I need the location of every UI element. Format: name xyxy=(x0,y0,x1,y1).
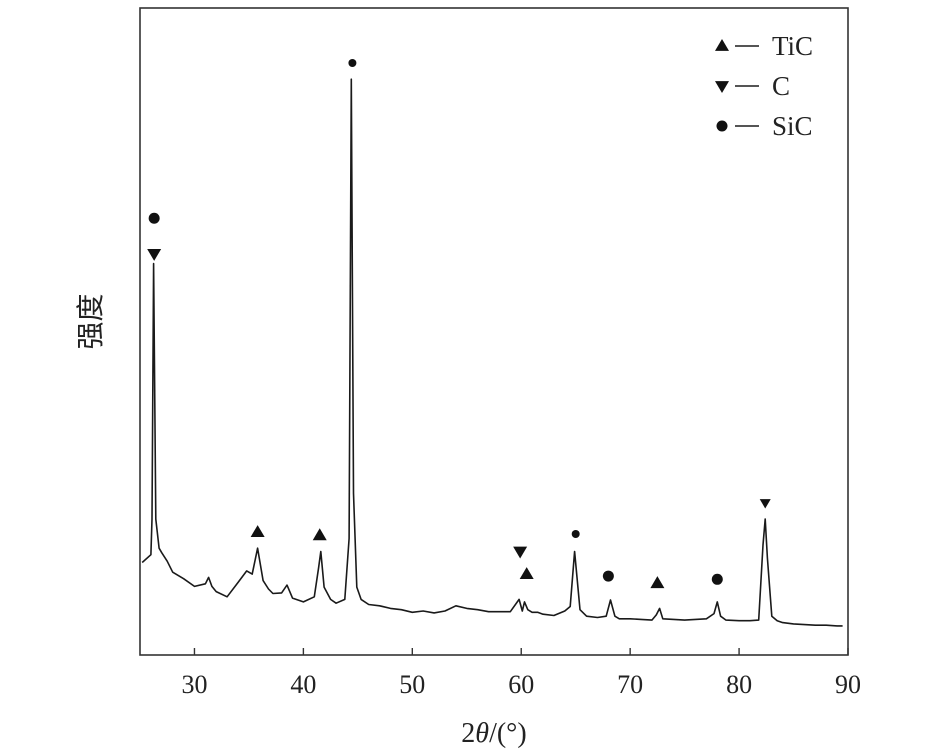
x-axis-label: 2θ/(°) xyxy=(461,718,526,749)
legend: TiC C SiC xyxy=(715,31,813,141)
peak-marker-triangle-down xyxy=(147,248,162,261)
legend-label: TiC xyxy=(772,31,813,61)
x-tick-label: 50 xyxy=(399,670,425,699)
legend-label: C xyxy=(772,71,790,101)
legend-marker-triangle-down xyxy=(715,81,729,93)
plot-frame xyxy=(139,7,849,656)
legend-marker-triangle-up xyxy=(715,39,729,51)
series-line xyxy=(141,78,843,627)
x-axis-label-suffix: /(°) xyxy=(489,718,527,749)
plot-area: 30 40 50 60 70 80 90 xyxy=(139,7,861,699)
peak-marker-triangle-down xyxy=(513,546,528,559)
peak-marker-triangle-up xyxy=(312,528,327,541)
x-tick-label: 60 xyxy=(508,670,534,699)
peak-marker-triangle-up xyxy=(519,567,534,580)
peak-marker-circle-small xyxy=(348,58,357,67)
peak-marker-circle xyxy=(602,570,614,582)
peak-marker-circle xyxy=(711,573,723,585)
legend-label: SiC xyxy=(772,111,813,141)
peak-annotations xyxy=(147,58,771,589)
y-axis-label: 强度 xyxy=(75,293,107,349)
peak-marker-triangle-down-small xyxy=(759,499,771,509)
legend-marker-circle xyxy=(716,120,728,132)
x-tick-label: 70 xyxy=(617,670,643,699)
x-tick-label: 40 xyxy=(290,670,316,699)
x-tick-label: 30 xyxy=(181,670,207,699)
x-tick-label: 80 xyxy=(726,670,752,699)
peak-marker-circle xyxy=(148,212,160,224)
peak-marker-triangle-up xyxy=(250,525,265,537)
x-tick-label: 90 xyxy=(835,670,861,699)
peak-marker-triangle-up xyxy=(650,576,665,589)
peak-marker-circle-small xyxy=(571,530,580,539)
x-axis-label-variable: θ xyxy=(475,718,489,749)
x-axis-label-prefix: 2 xyxy=(461,718,475,749)
x-axis-ticks: 30 40 50 60 70 80 90 xyxy=(181,648,861,699)
